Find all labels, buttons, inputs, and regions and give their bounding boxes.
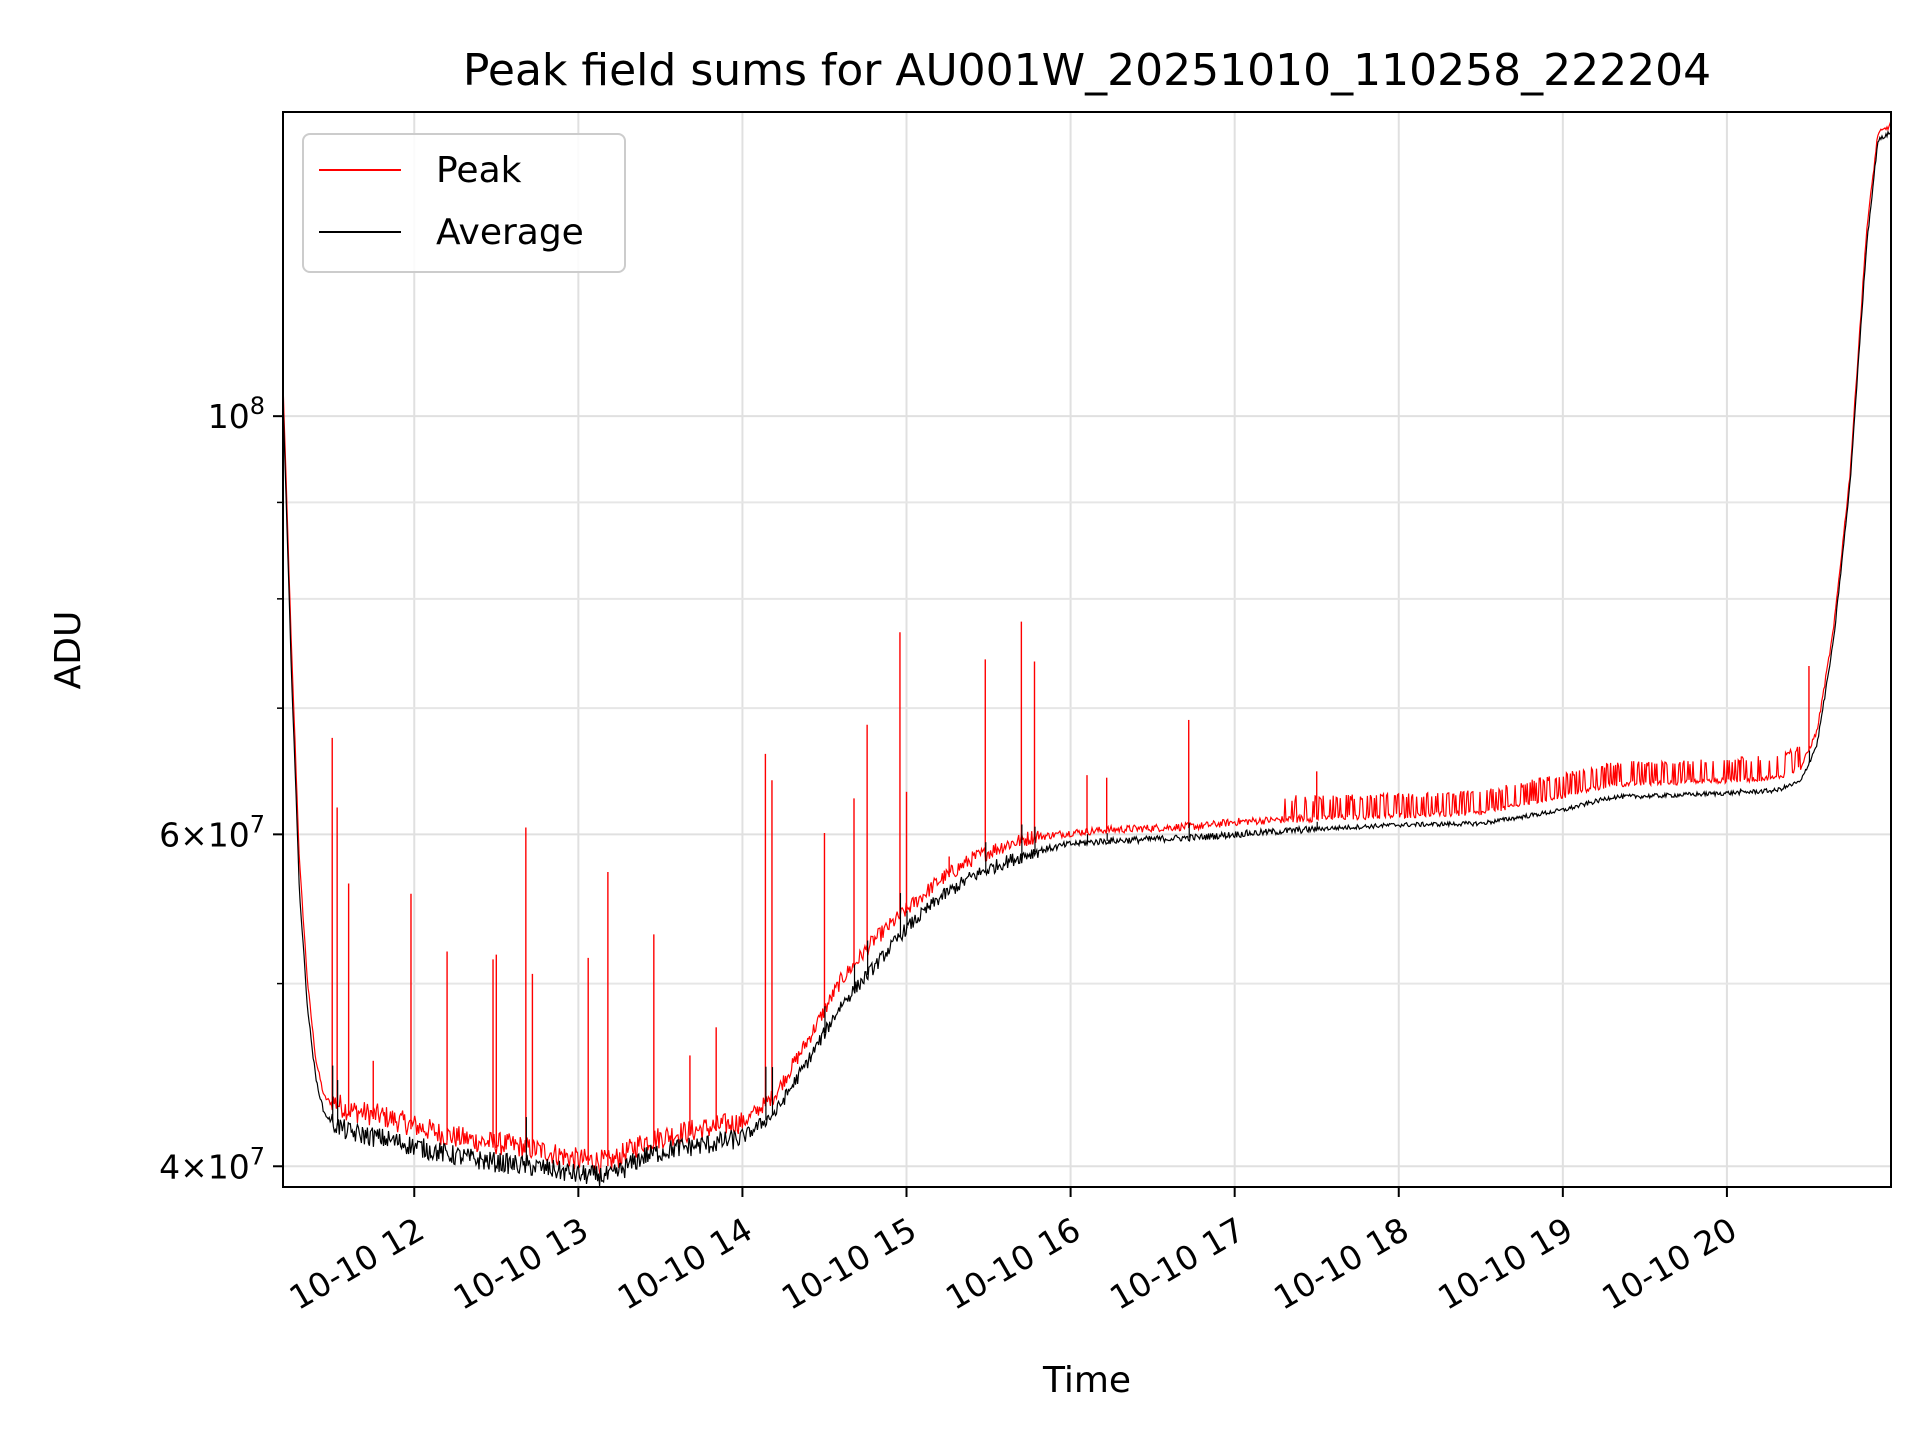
y-tick-label: 108 <box>208 392 265 436</box>
legend-label-peak: Peak <box>436 150 522 191</box>
chart-title: Peak field sums for AU001W_20251010_1102… <box>463 45 1711 96</box>
series-line-average <box>283 129 1891 1187</box>
plot-frame <box>282 111 1892 1188</box>
y-axis-label: ADU <box>48 611 89 690</box>
y-tick-label: 4×107 <box>159 1142 265 1186</box>
grid <box>283 112 1891 1187</box>
y-tick-label: 6×107 <box>159 810 265 854</box>
legend-box <box>302 133 626 273</box>
legend: Peak Average <box>302 133 626 273</box>
legend-label-average: Average <box>436 212 584 253</box>
y-axis: 4×107 6×107 108 <box>159 392 283 1186</box>
plot-area <box>283 121 1891 1187</box>
x-axis-label: Time <box>1042 1360 1131 1401</box>
series-layer <box>283 121 1891 1187</box>
